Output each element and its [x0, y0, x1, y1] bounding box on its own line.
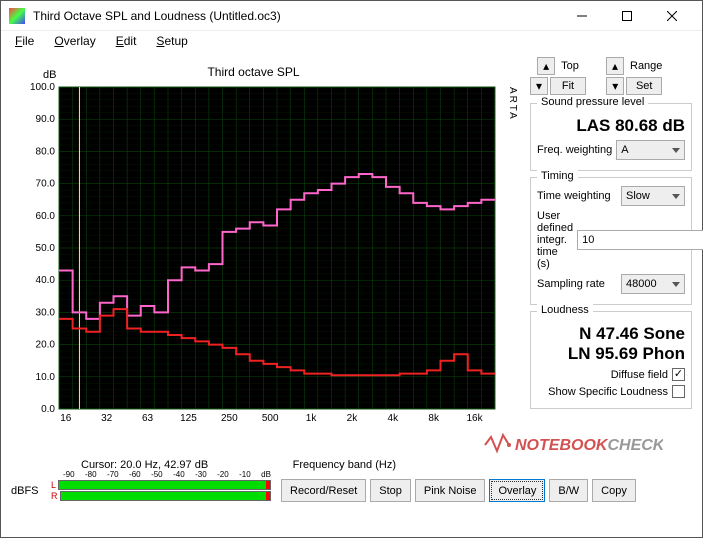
- svg-text:100.0: 100.0: [30, 82, 55, 93]
- overlay-button[interactable]: Overlay: [489, 479, 545, 502]
- svg-text:NOTEBOOKCHECK: NOTEBOOKCHECK: [515, 437, 663, 454]
- svg-text:125: 125: [180, 413, 197, 424]
- freq-weighting-select[interactable]: A: [616, 140, 685, 160]
- meter-right-label: R: [51, 491, 58, 501]
- pink-noise-button[interactable]: Pink Noise: [415, 479, 486, 502]
- svg-text:4k: 4k: [388, 413, 400, 424]
- maximize-button[interactable]: [604, 2, 649, 30]
- minimize-button[interactable]: [559, 2, 604, 30]
- svg-text:32: 32: [101, 413, 113, 424]
- sampling-rate-select[interactable]: 48000: [621, 274, 685, 294]
- freq-weighting-label: Freq. weighting: [537, 144, 612, 156]
- svg-text:40.0: 40.0: [36, 275, 56, 286]
- svg-text:500: 500: [262, 413, 279, 424]
- diffuse-field-label: Diffuse field: [611, 369, 668, 381]
- svg-text:70.0: 70.0: [36, 179, 56, 190]
- svg-text:16k: 16k: [467, 413, 484, 424]
- svg-text:16: 16: [60, 413, 72, 424]
- close-button[interactable]: [649, 2, 694, 30]
- chart-area: dB Third octave SPL ARTA 0.010.020.030.0…: [1, 51, 526, 473]
- range-down-button[interactable]: ▾: [606, 77, 624, 95]
- menu-edit[interactable]: Edit: [108, 32, 145, 50]
- loudness-group-title: Loudness: [537, 304, 593, 316]
- svg-text:80.0: 80.0: [36, 146, 56, 157]
- meter-right: [60, 491, 272, 501]
- svg-text:0.0: 0.0: [41, 404, 55, 415]
- show-specific-checkbox[interactable]: [672, 385, 685, 398]
- top-up-button[interactable]: ▴: [537, 57, 555, 75]
- svg-text:8k: 8k: [428, 413, 440, 424]
- menu-file[interactable]: File: [7, 32, 42, 50]
- loudness-phon: LN 95.69 Phon: [537, 344, 685, 364]
- meter-left: [58, 480, 271, 490]
- spl-value: LAS 80.68 dB: [537, 116, 685, 136]
- record-reset-button[interactable]: Record/Reset: [281, 479, 366, 502]
- svg-text:1k: 1k: [306, 413, 318, 424]
- loudness-sone: N 47.46 Sone: [537, 324, 685, 344]
- window-title: Third Octave SPL and Loudness (Untitled.…: [33, 9, 559, 23]
- bw-button[interactable]: B/W: [549, 479, 588, 502]
- timing-group: Timing Time weighting Slow User defined …: [530, 177, 692, 305]
- x-axis-label: Frequency band (Hz): [293, 459, 396, 471]
- spl-group: Sound pressure level LAS 80.68 dB Freq. …: [530, 103, 692, 171]
- show-specific-label: Show Specific Loudness: [548, 386, 668, 398]
- svg-text:90.0: 90.0: [36, 114, 56, 125]
- set-button[interactable]: Set: [626, 77, 662, 95]
- meter-left-label: L: [51, 480, 56, 490]
- menu-setup[interactable]: Setup: [148, 32, 195, 50]
- integ-time-label: User defined integr. time (s): [537, 210, 573, 270]
- arta-label: ARTA: [507, 87, 518, 121]
- svg-text:30.0: 30.0: [36, 307, 56, 318]
- spl-chart[interactable]: 0.0 10.0 20.0 30.0 40.0 50.0 60.0 70.0 80.0 90.0 1…: [11, 61, 511, 441]
- title-bar: Third Octave SPL and Loudness (Untitled.…: [1, 1, 702, 31]
- range-up-button[interactable]: ▴: [606, 57, 624, 75]
- svg-text:2k: 2k: [347, 413, 359, 424]
- bottom-bar: dBFS -90-80-70-60-50-40-30-20-10dB L R R…: [1, 473, 702, 537]
- svg-text:63: 63: [142, 413, 154, 424]
- chart-title: Third octave SPL: [1, 65, 506, 79]
- fit-button[interactable]: Fit: [550, 77, 586, 95]
- menu-overlay[interactable]: Overlay: [46, 32, 103, 50]
- range-label: Range: [630, 60, 662, 72]
- stop-button[interactable]: Stop: [370, 479, 411, 502]
- time-weighting-label: Time weighting: [537, 190, 617, 202]
- svg-text:60.0: 60.0: [36, 211, 56, 222]
- diffuse-field-checkbox[interactable]: [672, 368, 685, 381]
- app-icon: [9, 8, 25, 24]
- time-weighting-select[interactable]: Slow: [621, 186, 685, 206]
- meter-unit-label: dBFS: [11, 485, 41, 497]
- loudness-group: Loudness N 47.46 Sone LN 95.69 Phon Diff…: [530, 311, 692, 409]
- svg-text:250: 250: [221, 413, 238, 424]
- timing-group-title: Timing: [537, 170, 578, 182]
- svg-text:50.0: 50.0: [36, 243, 56, 254]
- svg-text:10.0: 10.0: [36, 372, 56, 383]
- menu-bar: File Overlay Edit Setup: [1, 31, 702, 51]
- watermark: NOTEBOOKCHECK: [483, 430, 663, 463]
- side-panel: ▴ Top ▾ Fit ▴ Range ▾ Set Sou: [526, 51, 702, 473]
- sampling-rate-label: Sampling rate: [537, 278, 617, 290]
- meter-scale: -90-80-70-60-50-40-30-20-10dB: [63, 470, 271, 479]
- copy-button[interactable]: Copy: [592, 479, 636, 502]
- top-down-button[interactable]: ▾: [530, 77, 548, 95]
- top-label: Top: [561, 60, 579, 72]
- svg-text:20.0: 20.0: [36, 340, 56, 351]
- spl-group-title: Sound pressure level: [537, 96, 648, 108]
- integ-time-input[interactable]: [577, 230, 703, 250]
